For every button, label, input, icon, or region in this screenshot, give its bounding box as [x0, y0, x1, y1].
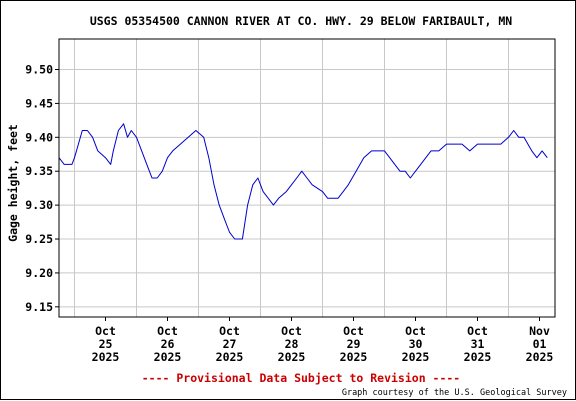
- x-tick-label: 2025: [340, 350, 368, 364]
- x-tick-label: Oct: [467, 324, 488, 338]
- y-axis-label: Gage height, feet: [6, 124, 20, 242]
- plot-area: [58, 38, 556, 318]
- x-tick-label: Oct: [95, 324, 116, 338]
- x-tick-label: 2025: [154, 350, 182, 364]
- x-tick-label: 25: [99, 337, 113, 351]
- gage-height-line: [58, 123, 269, 240]
- grid: [59, 39, 555, 317]
- y-tick-label: 9.35: [25, 164, 53, 178]
- y-tick-label: 9.40: [25, 130, 53, 144]
- y-tick-label: 9.45: [25, 96, 53, 110]
- gage-height-line: [267, 130, 548, 206]
- x-tick-label: 30: [409, 337, 423, 351]
- y-tick-label: 9.15: [25, 300, 53, 314]
- x-tick-label: 01: [533, 337, 547, 351]
- x-tick-label: Nov: [529, 324, 550, 338]
- x-tick-label: 2025: [92, 350, 120, 364]
- x-tick-label: 2025: [402, 350, 430, 364]
- chart-title: USGS 05354500 CANNON RIVER AT CO. HWY. 2…: [90, 14, 512, 28]
- x-tick-label: 2025: [526, 350, 554, 364]
- x-tick-label: Oct: [219, 324, 240, 338]
- data-series: [58, 123, 548, 240]
- x-tick-label: Oct: [157, 324, 178, 338]
- x-tick-label: 28: [285, 337, 299, 351]
- x-tick-label: 26: [161, 337, 175, 351]
- credit-text: Graph courtesy of the U.S. Geological Su…: [342, 388, 567, 398]
- x-tick-label: Oct: [405, 324, 426, 338]
- y-tick-label: 9.25: [25, 232, 53, 246]
- x-tick-label: Oct: [281, 324, 302, 338]
- y-axis-ticks: 9.15 9.20 9.25 9.30 9.35 9.40 9.45 9.50: [25, 63, 59, 314]
- x-axis-ticks: Oct252025Oct262025Oct272025Oct282025Oct2…: [92, 317, 554, 364]
- x-tick-label: Oct: [343, 324, 364, 338]
- x-tick-label: 2025: [278, 350, 306, 364]
- x-tick-label: 31: [471, 337, 485, 351]
- provisional-notice: ---- Provisional Data Subject to Revisio…: [142, 371, 461, 385]
- x-tick-label: 29: [347, 337, 361, 351]
- x-tick-label: 2025: [464, 350, 492, 364]
- y-tick-label: 9.50: [25, 63, 53, 77]
- y-tick-label: 9.20: [25, 266, 53, 280]
- x-tick-label: 27: [223, 337, 237, 351]
- x-tick-label: 2025: [216, 350, 244, 364]
- y-tick-label: 9.30: [25, 198, 53, 212]
